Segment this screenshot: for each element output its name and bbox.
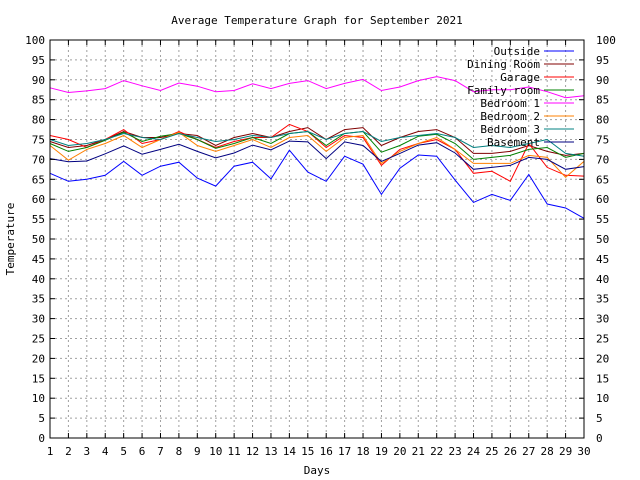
y-tick-label: 85	[32, 94, 45, 107]
y-tick-label: 20	[32, 352, 45, 365]
y-tick-label-right: 55	[596, 213, 609, 226]
y-tick-label: 55	[32, 213, 45, 226]
x-tick-label: 19	[375, 445, 388, 458]
x-tick-label: 21	[412, 445, 425, 458]
series-line-bedroom-3	[49, 130, 585, 157]
x-tick-label: 9	[194, 445, 201, 458]
y-tick-label: 30	[32, 313, 45, 326]
y-tick-label: 10	[32, 392, 45, 405]
y-axis-label: Temperature	[4, 203, 17, 276]
legend-label: Basement	[487, 136, 540, 149]
series-line-outside	[49, 149, 585, 219]
x-tick-label: 28	[541, 445, 554, 458]
legend-label: Dining Room	[467, 58, 540, 71]
x-tick-label: 1	[47, 445, 54, 458]
y-tick-label: 100	[25, 34, 45, 47]
y-tick-label-right: 5	[596, 412, 603, 425]
y-tick-label-right: 30	[596, 313, 609, 326]
x-tick-label: 10	[209, 445, 222, 458]
y-tick-label-right: 65	[596, 173, 609, 186]
series-line-garage	[49, 123, 585, 182]
x-tick-label: 20	[393, 445, 406, 458]
series-line-bedroom-2	[49, 131, 585, 178]
x-tick-label: 4	[102, 445, 109, 458]
y-tick-label-right: 10	[596, 392, 609, 405]
x-tick-label: 24	[467, 445, 481, 458]
y-tick-label-right: 95	[596, 54, 609, 67]
y-tick-label: 90	[32, 74, 45, 87]
x-tick-label: 29	[559, 445, 572, 458]
y-tick-label-right: 70	[596, 153, 609, 166]
y-tick-label-right: 85	[596, 94, 609, 107]
y-tick-label: 95	[32, 54, 45, 67]
y-tick-label: 60	[32, 193, 45, 206]
x-tick-label: 7	[157, 445, 164, 458]
grid	[50, 40, 584, 438]
y-tick-label: 65	[32, 173, 45, 186]
y-tick-label-right: 90	[596, 74, 609, 87]
x-tick-label: 5	[120, 445, 127, 458]
x-tick-label: 25	[485, 445, 498, 458]
series-lines	[49, 76, 585, 219]
y-tick-label: 35	[32, 293, 45, 306]
legend-label: Garage	[500, 71, 540, 84]
y-tick-label: 50	[32, 233, 45, 246]
x-tick-label: 18	[356, 445, 369, 458]
y-tick-label-right: 35	[596, 293, 609, 306]
y-tick-label: 80	[32, 114, 45, 127]
x-tick-label: 13	[264, 445, 277, 458]
x-tick-label: 22	[430, 445, 443, 458]
x-tick-label: 12	[246, 445, 259, 458]
y-tick-label: 45	[32, 253, 45, 266]
y-tick-label-right: 0	[596, 432, 603, 445]
legend-label: Outside	[494, 45, 540, 58]
y-tick-label: 25	[32, 333, 45, 346]
y-tick-label: 70	[32, 153, 45, 166]
axis-ticks	[49, 39, 585, 439]
y-tick-label-right: 80	[596, 114, 609, 127]
x-tick-label: 26	[504, 445, 517, 458]
x-tick-label: 16	[320, 445, 333, 458]
y-tick-label-right: 45	[596, 253, 609, 266]
series-line-bedroom-1	[49, 76, 585, 99]
y-tick-label: 40	[32, 273, 45, 286]
y-tick-label: 15	[32, 372, 45, 385]
legend-label: Bedroom 2	[480, 110, 540, 123]
y-tick-label-right: 60	[596, 193, 609, 206]
x-tick-label: 2	[65, 445, 72, 458]
legend-label: Bedroom 1	[480, 97, 540, 110]
x-tick-label: 15	[301, 445, 314, 458]
legend-label: Bedroom 3	[480, 123, 540, 136]
y-tick-label-right: 40	[596, 273, 609, 286]
y-tick-label: 5	[38, 412, 45, 425]
y-tick-label: 0	[38, 432, 45, 445]
x-tick-label: 8	[176, 445, 183, 458]
chart-title: Average Temperature Graph for September …	[171, 14, 462, 27]
x-tick-label: 3	[84, 445, 91, 458]
x-tick-label: 6	[139, 445, 146, 458]
x-tick-label: 11	[228, 445, 241, 458]
x-tick-label: 17	[338, 445, 351, 458]
legend-label: Family room	[467, 84, 540, 97]
x-tick-label: 27	[522, 445, 535, 458]
x-axis-label: Days	[304, 464, 331, 477]
y-tick-label-right: 25	[596, 333, 609, 346]
y-tick-label: 75	[32, 134, 45, 147]
y-tick-label-right: 20	[596, 352, 609, 365]
series-line-family-room	[49, 130, 585, 160]
x-tick-label: 14	[283, 445, 297, 458]
y-tick-label-right: 100	[596, 34, 616, 47]
y-tick-label-right: 75	[596, 134, 609, 147]
y-tick-label-right: 15	[596, 372, 609, 385]
y-tick-label-right: 50	[596, 233, 609, 246]
series-line-basement	[49, 140, 585, 170]
x-tick-label: 30	[577, 445, 590, 458]
x-tick-label: 23	[448, 445, 461, 458]
